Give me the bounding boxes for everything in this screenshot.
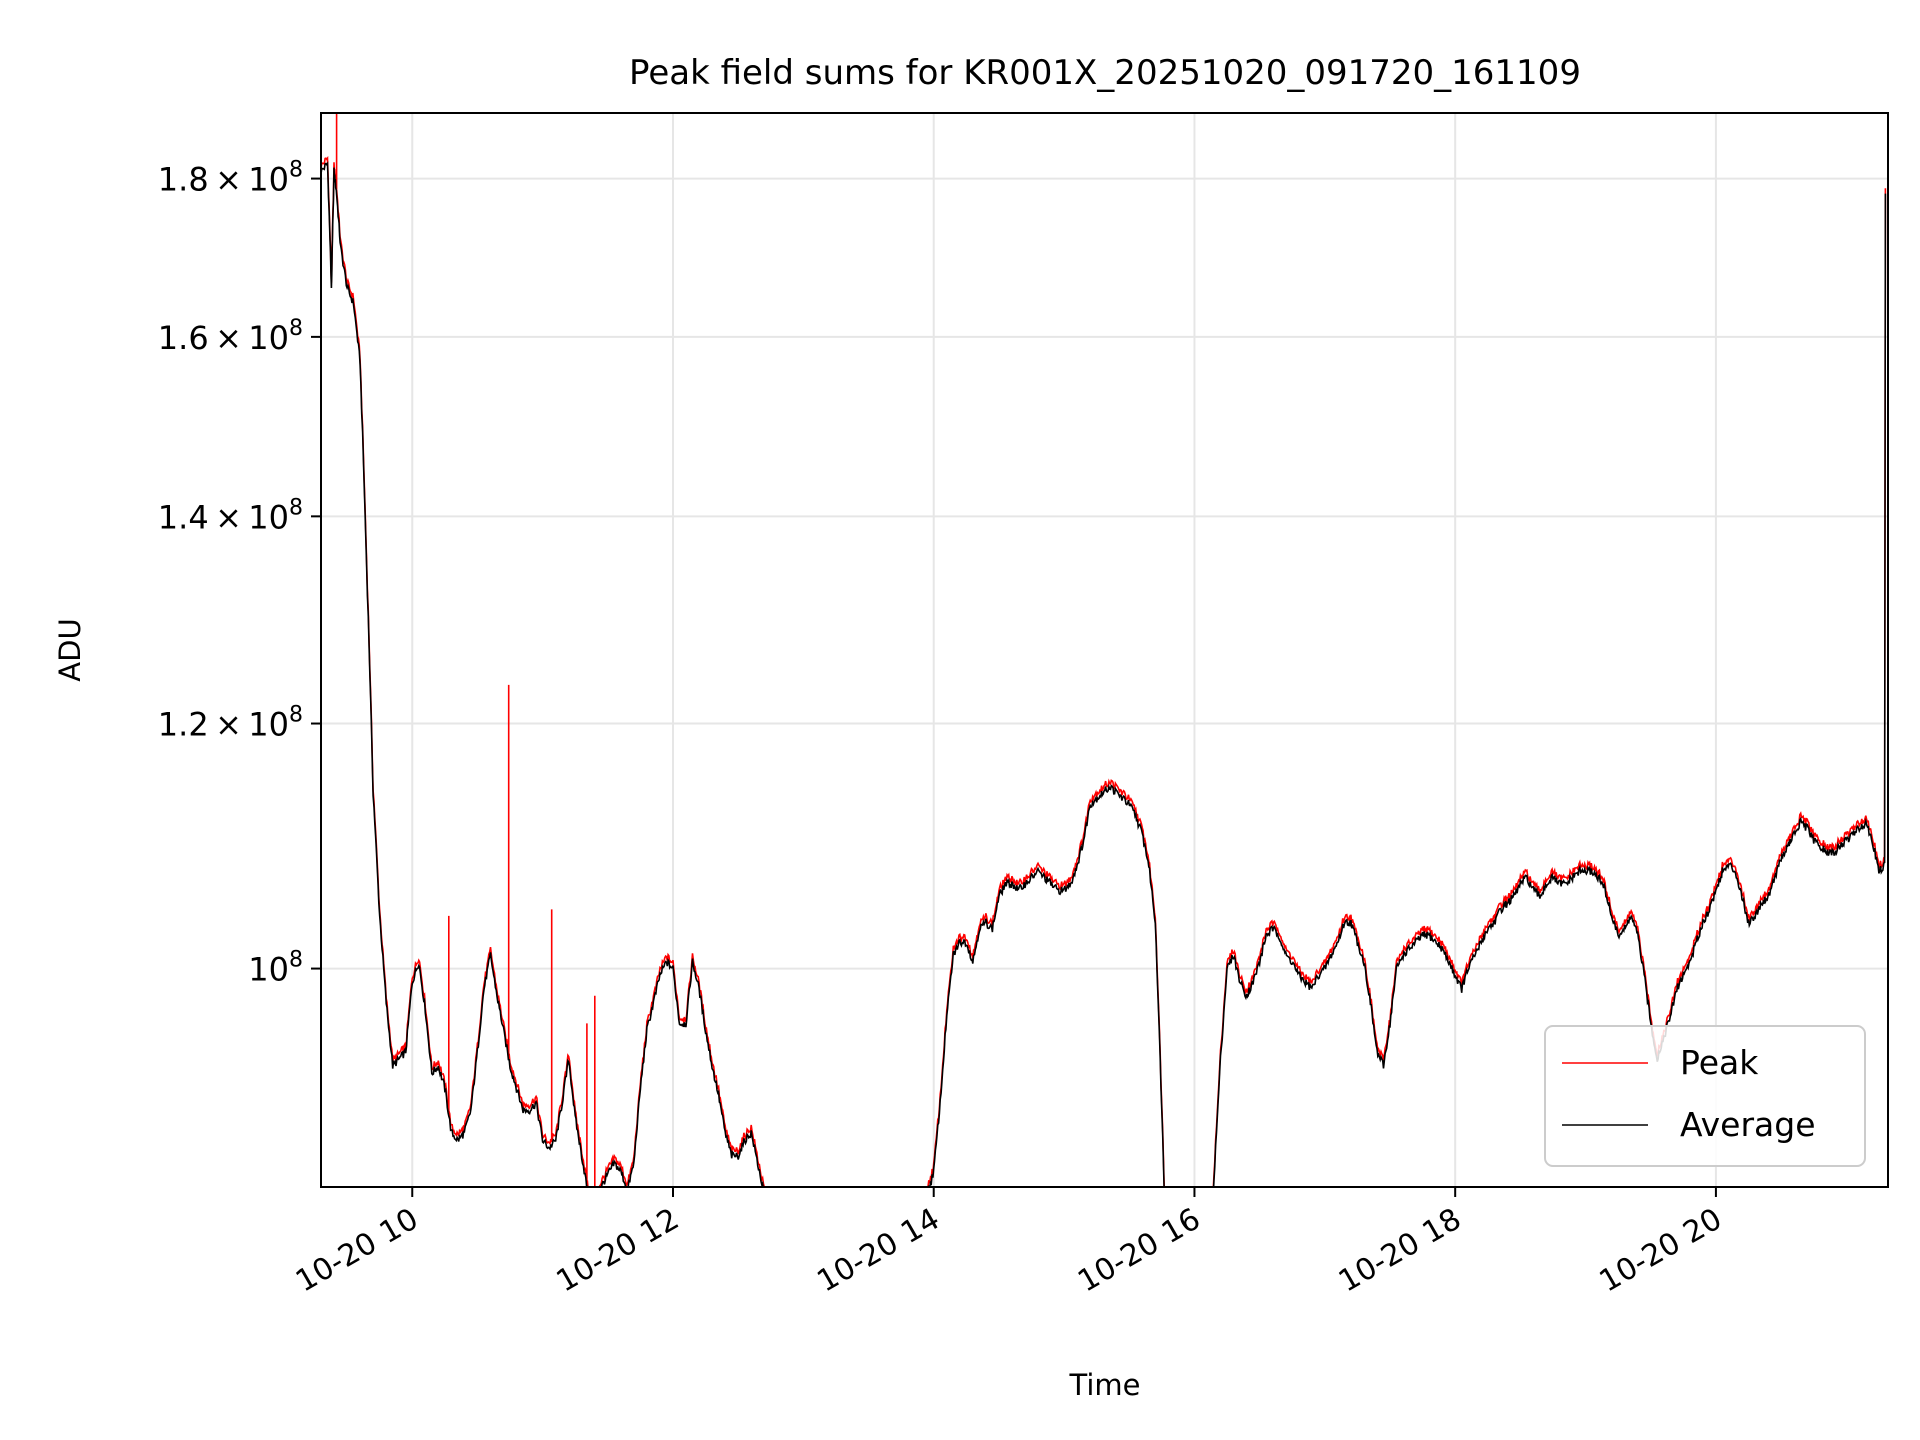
y-axis: 108 1.2 × 108 1.4 × 108 1.6 × 108 1.8 × 108 xyxy=(158,158,321,989)
y-tick-label: 108 xyxy=(248,948,303,989)
series-line-average xyxy=(321,161,1887,1187)
chart-title: Peak field sums for KR001X_20251020_0917… xyxy=(629,53,1581,93)
legend-box xyxy=(1544,1025,1866,1167)
series-layer xyxy=(321,113,1887,1187)
y-tick-label: 1.4 × 108 xyxy=(158,495,303,536)
y-axis-label: ADU xyxy=(53,618,87,681)
x-axis-label: Time xyxy=(1069,1368,1141,1402)
legend-peak-label: Peak xyxy=(1680,1043,1759,1082)
y-tick-label: 1.8 × 108 xyxy=(158,158,303,199)
grid xyxy=(321,113,1888,1187)
legend: Peak Average xyxy=(1544,1025,1866,1167)
y-tick-label: 1.2 × 108 xyxy=(158,703,303,744)
y-tick-label: 1.6 × 108 xyxy=(158,316,303,357)
plot-frame xyxy=(320,112,1889,1188)
legend-average-label: Average xyxy=(1680,1105,1816,1144)
series-line-peak xyxy=(321,113,1887,1187)
